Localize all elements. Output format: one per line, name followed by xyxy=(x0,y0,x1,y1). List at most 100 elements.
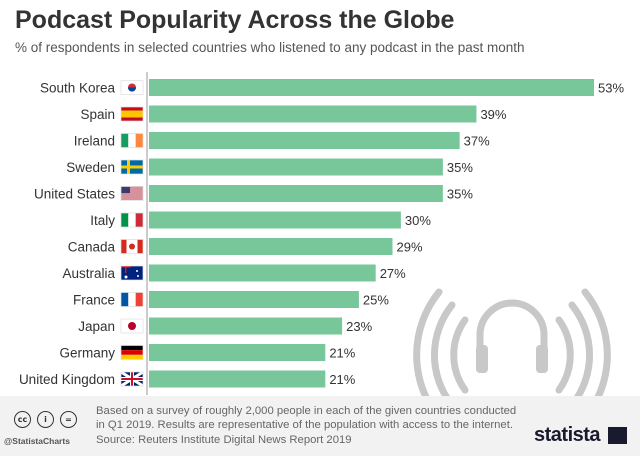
flag-italy-icon xyxy=(120,212,144,228)
flag-part xyxy=(121,191,143,193)
flag-part xyxy=(121,189,143,191)
flag-part xyxy=(121,195,143,197)
category-label: United States xyxy=(34,187,115,202)
source: Source: Reuters Institute Digital News R… xyxy=(96,434,352,446)
flag-part xyxy=(128,292,136,307)
flag-part xyxy=(137,239,143,254)
category-label: France xyxy=(73,293,115,308)
flag-part xyxy=(124,275,128,279)
bar-germany xyxy=(149,344,326,361)
bar-ireland xyxy=(149,132,460,149)
flag-united-kingdom-icon xyxy=(120,370,144,388)
flag-border xyxy=(120,292,144,307)
data-label: 35% xyxy=(447,160,473,175)
flag-border xyxy=(120,186,144,201)
data-label: 37% xyxy=(464,134,490,149)
flag-spain-icon xyxy=(120,106,144,122)
flag-part xyxy=(121,188,143,190)
flag-part xyxy=(129,243,135,250)
flag-part xyxy=(125,266,127,273)
chart-subtitle: % of respondents in selected countries w… xyxy=(15,40,525,55)
bar-italy xyxy=(149,211,401,229)
category-label: Canada xyxy=(68,240,116,255)
flag-part xyxy=(121,239,127,254)
flag-part xyxy=(137,275,139,277)
flag-part xyxy=(121,197,143,199)
flag-part xyxy=(128,133,136,148)
flag-part xyxy=(121,190,143,192)
flag-part xyxy=(121,165,143,169)
chart-title: Podcast Popularity Across the Globe xyxy=(15,6,455,34)
flag-part xyxy=(121,354,143,360)
headphones-icon xyxy=(413,288,611,400)
flag-part xyxy=(121,187,143,189)
flag-part xyxy=(136,270,138,272)
bar-canada xyxy=(149,238,393,255)
category-label: Sweden xyxy=(66,160,115,175)
flag-part xyxy=(121,345,143,351)
flag-border xyxy=(120,106,144,122)
flag-part xyxy=(135,292,143,307)
category-label: Spain xyxy=(80,107,115,122)
flag-border xyxy=(120,159,144,175)
flag-sweden-icon xyxy=(120,159,144,175)
flag-border xyxy=(120,265,144,281)
flag-part xyxy=(121,198,143,200)
bar-south-korea xyxy=(149,79,594,96)
flag-border xyxy=(120,318,144,334)
flag-part xyxy=(135,133,143,148)
flag-canada-icon xyxy=(120,239,144,254)
flag-part xyxy=(121,266,143,280)
data-label: 27% xyxy=(380,266,406,281)
bar-united-kingdom xyxy=(149,370,326,388)
flag-border xyxy=(120,133,144,148)
category-label: Ireland xyxy=(74,134,115,149)
flag-part xyxy=(128,87,136,92)
data-label: 21% xyxy=(329,346,355,361)
bar-united-states xyxy=(149,185,443,202)
bar-japan xyxy=(149,317,343,335)
data-label: 21% xyxy=(329,372,355,387)
bar-spain xyxy=(149,105,477,123)
flag-australia-icon xyxy=(120,265,144,281)
statista-logo: statista xyxy=(534,424,601,446)
flag-south-korea-icon xyxy=(120,80,144,95)
flag-border xyxy=(120,371,144,387)
cc-license-icon: cc xyxy=(14,411,31,428)
flag-germany-icon xyxy=(120,345,144,360)
flag-part xyxy=(121,350,143,355)
flag-part xyxy=(121,133,129,148)
flag-part xyxy=(121,192,143,194)
flag-part xyxy=(128,322,136,330)
category-label: United Kingdom xyxy=(19,372,115,387)
category-label: Germany xyxy=(59,346,115,361)
social-handle: @StatistaCharts xyxy=(4,436,70,446)
flag-border xyxy=(120,80,144,95)
no-derivatives-icon: = xyxy=(60,411,77,428)
attribution-icon: i xyxy=(37,411,54,428)
bar-france xyxy=(149,291,359,308)
flag-part xyxy=(121,213,129,227)
bar-chart: South Korea 53% Spain 39% Ireland 37% Sweden 35… xyxy=(19,72,624,400)
flag-united-states-icon xyxy=(120,186,144,201)
statista-logo-mark-icon xyxy=(608,427,627,444)
flag-france-icon xyxy=(120,292,144,307)
category-label: Japan xyxy=(78,319,115,334)
category-label: South Korea xyxy=(40,81,116,96)
data-label: 35% xyxy=(447,187,473,202)
flag-ireland-icon xyxy=(120,133,144,148)
flag-part xyxy=(121,196,143,198)
flag-part xyxy=(121,378,143,380)
flag-border xyxy=(120,212,144,228)
bar-sweden xyxy=(149,158,443,176)
flag-japan-icon xyxy=(120,318,144,334)
flag-part xyxy=(121,193,143,195)
category-label: Italy xyxy=(90,213,115,228)
data-label: 53% xyxy=(598,81,624,96)
flag-part xyxy=(121,194,143,196)
bar-australia xyxy=(149,264,376,282)
flag-part xyxy=(121,199,143,201)
flag-part xyxy=(135,213,143,227)
flag-border xyxy=(120,345,144,360)
data-label: 23% xyxy=(346,319,372,334)
